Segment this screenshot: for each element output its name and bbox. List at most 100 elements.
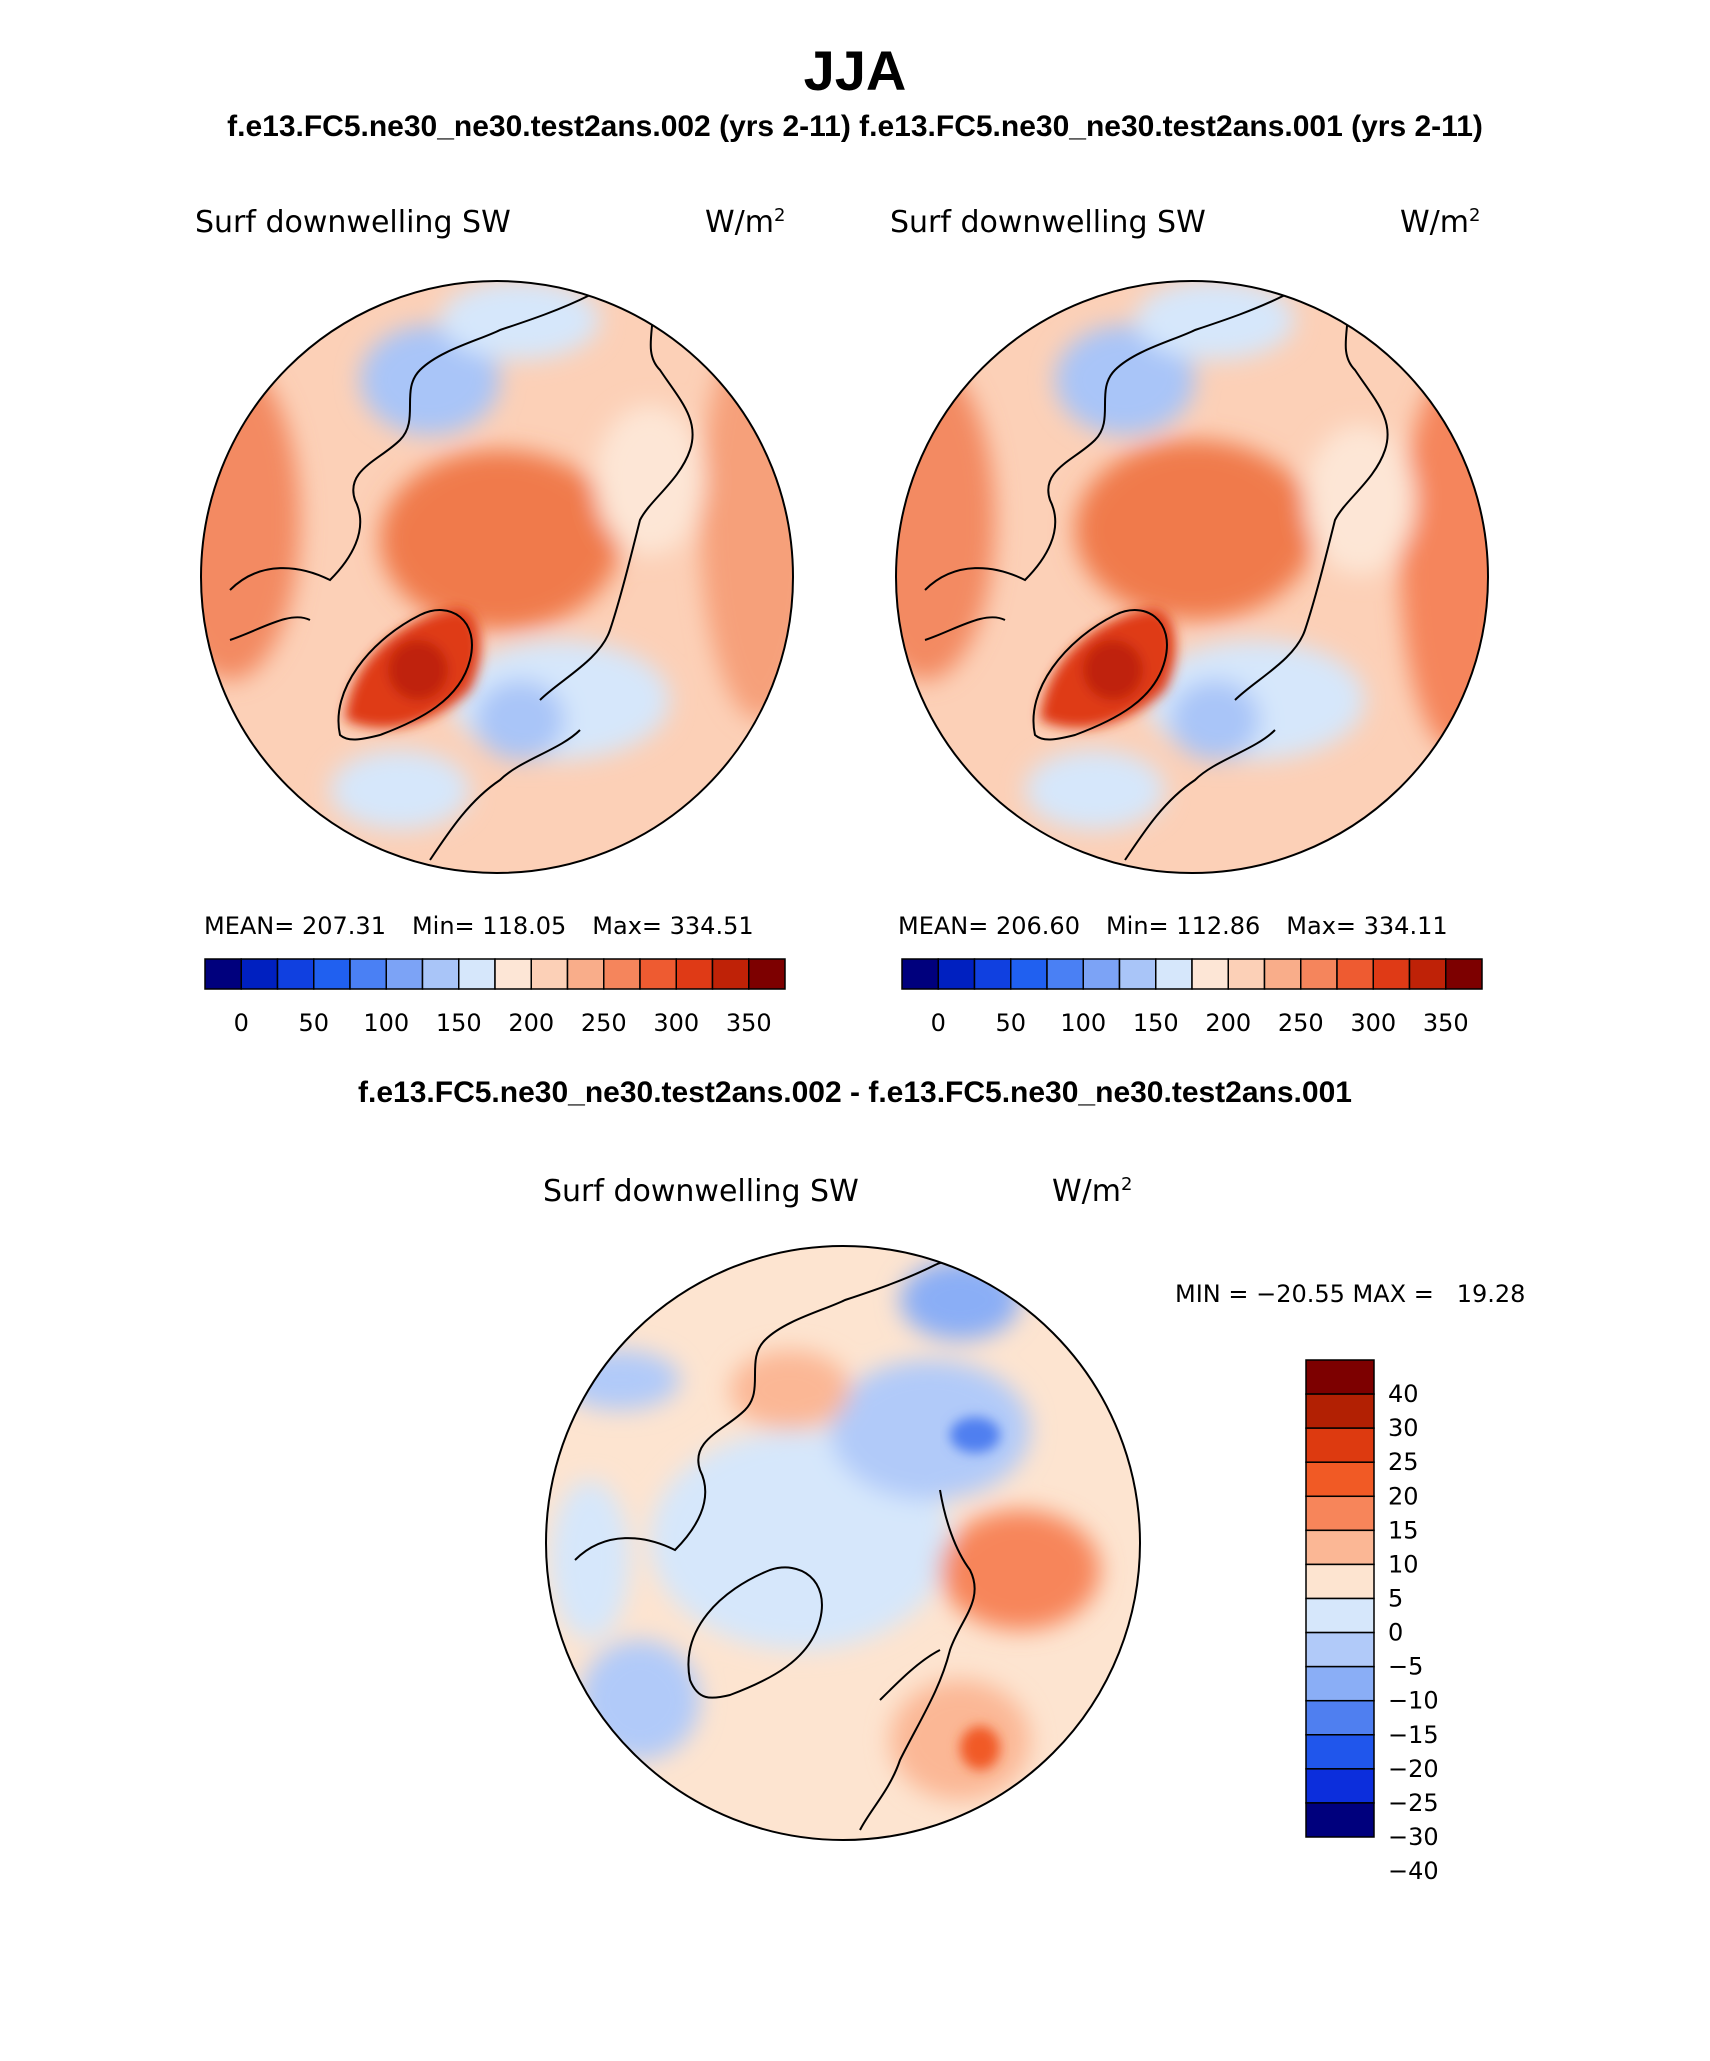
panel1-colorbar-swatch xyxy=(566,958,605,990)
panel1-mean: MEAN= 207.31 xyxy=(204,912,386,940)
panel1-europe-coast xyxy=(429,729,581,861)
panel1-colorbar-swatch xyxy=(639,958,677,990)
panel3-colorbar-tick-label: −40 xyxy=(1388,1857,1439,1885)
panel1-siberia-pale xyxy=(595,405,705,555)
panel2-coastlines xyxy=(924,289,1389,861)
panel2-continent-coast-a xyxy=(924,289,1346,591)
panel2-colorbar: 0 50 100 150 200 250 300 350 xyxy=(901,958,1483,1037)
panel2-colorbar-tick-label: 300 xyxy=(1350,1009,1396,1037)
panel3-coastlines xyxy=(574,1259,996,1831)
panel3-colorbar-tick-label: −10 xyxy=(1388,1687,1439,1715)
panel2-max: Max= 334.11 xyxy=(1286,912,1448,940)
panel1-pacific-lightblue xyxy=(440,281,600,360)
panel3-colorbar-swatch xyxy=(1305,1597,1375,1634)
panel1-pacific-blue xyxy=(360,325,500,435)
panel1-colorbar-tick-label: 300 xyxy=(653,1009,699,1037)
panel2-colorbar-swatch xyxy=(1300,958,1338,990)
panel3-colorbar-tick-label: 10 xyxy=(1388,1550,1419,1578)
panel3-colorbar-swatch xyxy=(1305,1359,1375,1395)
panel1-hudson-coast xyxy=(229,616,311,641)
panel2-colorbar-swatch xyxy=(1263,958,1302,990)
panel3-colorbar-tick-label: 0 xyxy=(1388,1619,1403,1647)
panel1-continent-coast-b xyxy=(539,289,694,701)
panel1-colorbar-swatch xyxy=(675,958,714,990)
panel2-pacific-blue xyxy=(1055,325,1195,435)
panel3-colorbar-swatch xyxy=(1305,1734,1375,1770)
panel3-colorbar: 40 30 25 20 15 10 5 0 −5 −10 −15 −20 −25 −30 −40 xyxy=(1305,1359,1439,1885)
panel2-west-warm xyxy=(896,360,995,680)
panel2-colorbar-swatch xyxy=(1010,958,1048,990)
panel2-colorbar-swatch xyxy=(1118,958,1157,990)
panel1-colorbar-swatch xyxy=(349,958,387,990)
panel3-se-warm xyxy=(890,1680,1030,1800)
panel1-colorbar-swatch xyxy=(276,958,315,990)
panel1-map-border xyxy=(200,280,794,874)
panel1-coastlines xyxy=(229,289,694,861)
panel2-colorbar-tick-label: 250 xyxy=(1278,1009,1324,1037)
panel2-variable-label: Surf downwelling SW xyxy=(890,205,1206,240)
panel2-colorbar-tick-label: 350 xyxy=(1423,1009,1469,1037)
panel2-colorbar-swatch xyxy=(1227,958,1266,990)
panel1-greenland-coast xyxy=(337,609,473,741)
panel1-colorbar-tick-label: 100 xyxy=(363,1009,409,1037)
panel3-colorbar-swatch xyxy=(1305,1631,1375,1668)
panel3-colorbar-tick-label: 25 xyxy=(1388,1448,1419,1476)
panel2-east-warm xyxy=(1400,370,1488,750)
panel3-colorbar-swatch xyxy=(1305,1768,1375,1804)
panel3-nw-blue xyxy=(560,1350,680,1410)
panel3-colorbar-tick-label: 40 xyxy=(1388,1380,1419,1408)
panel2-greenland-coast xyxy=(1032,609,1168,741)
panel3-units-label: W/m2 xyxy=(1052,1174,1133,1209)
page-title: JJA xyxy=(803,39,907,102)
panel3-sw-blue xyxy=(580,1640,700,1760)
panel2-colorbar-swatch xyxy=(973,958,1012,990)
panel1-colorbar-swatch xyxy=(711,958,750,990)
panel2-colorbar-swatch xyxy=(901,958,939,990)
panel1-west-warm xyxy=(201,360,300,680)
panel3-continent-coast-a xyxy=(574,1259,996,1561)
panel3-colorbar-swatch xyxy=(1305,1495,1375,1532)
panel1-colorbar-tick-label: 350 xyxy=(726,1009,772,1037)
panel3-colorbar-tick-label: 15 xyxy=(1388,1516,1419,1544)
panel1-continent-coast-a xyxy=(229,289,651,591)
panel3-blue-core xyxy=(950,1417,1000,1453)
panel3-colorbar-swatch xyxy=(1305,1699,1375,1736)
panel3-colorbar-swatch xyxy=(1305,1529,1375,1566)
panel3-east-warm xyxy=(940,1510,1100,1630)
panel1-colorbar-tick-label: 250 xyxy=(581,1009,627,1037)
panel1-map xyxy=(200,280,794,874)
panel2-colorbar-swatch xyxy=(1155,958,1193,990)
panel2-colorbar-swatch xyxy=(1336,958,1374,990)
panel3-colorbar-swatch xyxy=(1305,1461,1375,1498)
panel2-mean: MEAN= 206.60 xyxy=(898,912,1080,940)
panel2-stats: MEAN= 206.60 Min= 112.86 Max= 334.11 xyxy=(898,912,1474,940)
panel3-west-lightblue xyxy=(550,1480,630,1640)
case-subtitle: f.e13.FC5.ne30_ne30.test2ans.002 (yrs 2-… xyxy=(227,110,1483,143)
panel3-colorbar-tick-label: 5 xyxy=(1388,1585,1403,1613)
panel1-atlantic-blue xyxy=(475,680,565,760)
panel1-colorbar-swatch xyxy=(313,958,351,990)
panel3-colorbar-tick-label: −5 xyxy=(1388,1653,1423,1681)
panel2-units-label: W/m2 xyxy=(1400,205,1481,240)
panel3-colorbar-tick-label: 30 xyxy=(1388,1414,1419,1442)
panel1-colorbar-swatch xyxy=(530,958,569,990)
panel1-colorbar-swatch xyxy=(458,958,496,990)
panel1-colorbar-tick-label: 0 xyxy=(234,1009,249,1037)
panel2-continent-coast-b xyxy=(1234,289,1389,701)
panel1-colorbar-swatch xyxy=(748,958,786,990)
panel2-colorbar-tick-label: 200 xyxy=(1205,1009,1251,1037)
panel3-map-border xyxy=(545,1245,1141,1841)
panel1-colorbar: 0 50 100 150 200 250 300 350 xyxy=(204,958,786,1037)
panel2-colorbar-swatch xyxy=(1445,958,1483,990)
panel2-hudson-coast xyxy=(924,616,1006,641)
panel2-greenland-max xyxy=(1083,640,1143,700)
panel2-colorbar-tick-label: 50 xyxy=(995,1009,1026,1037)
panel3-colorbar-swatch xyxy=(1305,1665,1375,1702)
panel2-colorbar-swatch xyxy=(1372,958,1411,990)
panel1-colorbar-swatch xyxy=(603,958,641,990)
panel2-arctic-ocean xyxy=(1075,440,1315,620)
panel1-colorbar-swatch xyxy=(204,958,242,990)
panel3-colorbar-tick-label: 20 xyxy=(1388,1482,1419,1510)
panel1-variable-label: Surf downwelling SW xyxy=(195,205,511,240)
